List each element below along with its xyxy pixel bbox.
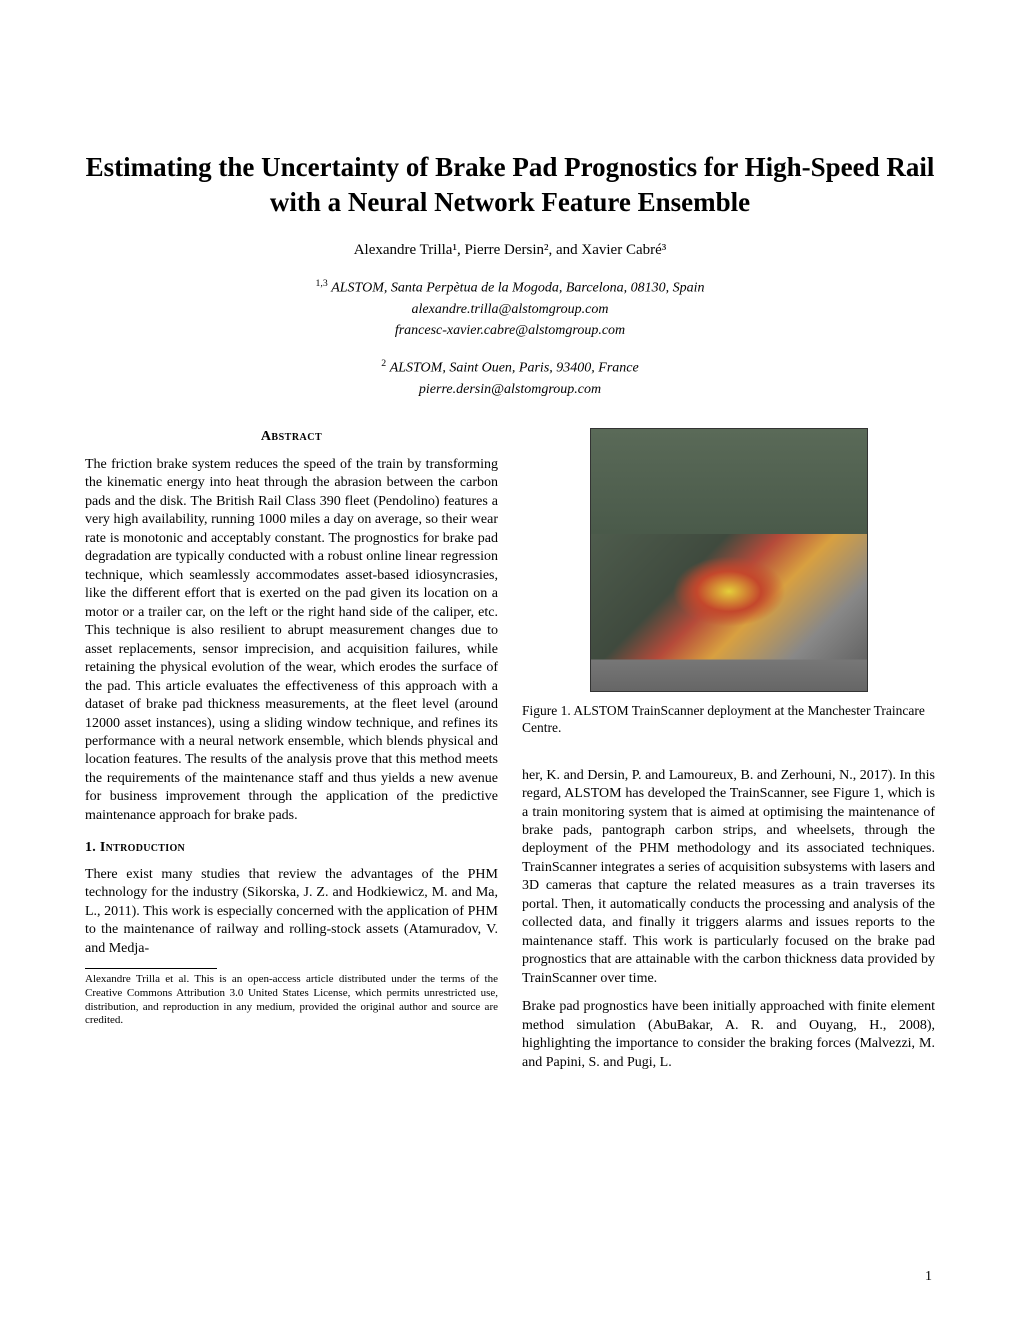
abstract-heading: Abstract: [85, 428, 498, 446]
affiliation-2-sup: 2: [381, 358, 386, 369]
section-1-heading: 1. Introduction: [85, 839, 498, 857]
affiliation-2-org: ALSTOM, Saint Ouen, Paris, 93400, France: [390, 361, 639, 376]
figure-1: Figure 1. ALSTOM TrainScanner deployment…: [522, 428, 935, 737]
figure-1-caption: Figure 1. ALSTOM TrainScanner deployment…: [522, 702, 935, 737]
affiliation-1-email-1: alexandre.trilla@alstomgroup.com: [412, 302, 609, 317]
affiliation-1: 1,3 ALSTOM, Santa Perpètua de la Mogoda,…: [85, 277, 935, 341]
affiliation-1-org: ALSTOM, Santa Perpètua de la Mogoda, Bar…: [331, 281, 704, 296]
affiliation-1-email-2: francesc-xavier.cabre@alstomgroup.com: [395, 323, 625, 338]
affiliation-2: 2 ALSTOM, Saint Ouen, Paris, 93400, Fran…: [85, 357, 935, 400]
intro-paragraph: There exist many studies that review the…: [85, 866, 498, 958]
right-column: Figure 1. ALSTOM TrainScanner deployment…: [522, 428, 935, 1083]
footnote-rule: [85, 968, 217, 969]
left-column: Abstract The friction brake system reduc…: [85, 428, 498, 1083]
affiliations: 1,3 ALSTOM, Santa Perpètua de la Mogoda,…: [85, 277, 935, 399]
paper-title: Estimating the Uncertainty of Brake Pad …: [85, 150, 935, 220]
col2-paragraph-2: Brake pad prognostics have been initiall…: [522, 998, 935, 1072]
affiliation-1-sup: 1,3: [315, 278, 327, 289]
two-column-layout: Abstract The friction brake system reduc…: [85, 428, 935, 1083]
authors-line: Alexandre Trilla¹, Pierre Dersin², and X…: [85, 242, 935, 259]
footnote-text: Alexandre Trilla et al. This is an open-…: [85, 973, 498, 1028]
affiliation-2-email-1: pierre.dersin@alstomgroup.com: [419, 382, 601, 397]
page-number: 1: [925, 1269, 932, 1285]
col2-paragraph-1: her, K. and Dersin, P. and Lamoureux, B.…: [522, 767, 935, 989]
abstract-text: The friction brake system reduces the sp…: [85, 456, 498, 825]
figure-1-image: [590, 428, 868, 692]
